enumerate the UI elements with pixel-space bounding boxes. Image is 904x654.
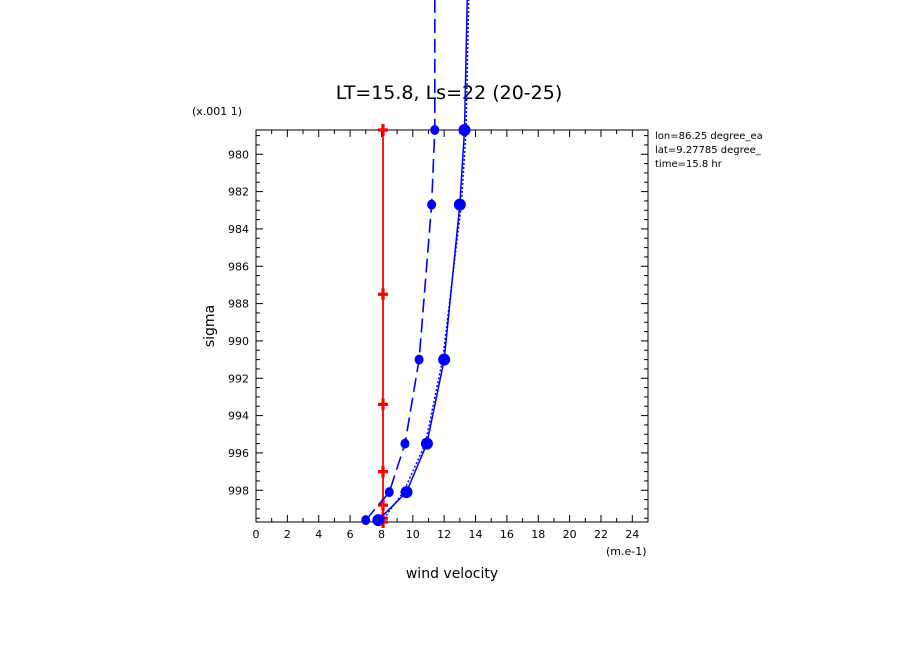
x-tick-label: 16: [500, 528, 514, 541]
y-axis-label: sigma: [202, 305, 218, 347]
x-tick-label: 18: [531, 528, 545, 541]
x-tick-label: 10: [406, 528, 420, 541]
x-tick-label: 0: [253, 528, 260, 541]
annotation-lon: lon=86.25 degree_ea: [655, 131, 763, 142]
x-tick-label: 4: [315, 528, 322, 541]
x-tick-label: 24: [625, 528, 639, 541]
annotation-lat: lat=9.27785 degree_: [655, 145, 762, 156]
y-tick-label: 980: [228, 148, 249, 161]
annotation-time: time=15.8 hr: [655, 159, 723, 170]
y-tick-label: 986: [228, 260, 249, 273]
x-tick-label: 6: [347, 528, 354, 541]
y-axis: 980 982 984 986 988 990 992 994 996 998: [228, 135, 648, 519]
data-point-marker: [427, 199, 437, 210]
data-point-marker: [372, 514, 385, 527]
x-axis-units: (m.e-1): [606, 545, 647, 558]
data-point-marker: [414, 354, 424, 365]
y-tick-label: 984: [228, 223, 249, 236]
data-point-marker: [378, 288, 389, 301]
y-tick-label: 988: [228, 298, 249, 311]
x-tick-label: 8: [378, 528, 385, 541]
data-point-marker: [400, 438, 410, 449]
series-line-dotted-blue: [380, 0, 470, 522]
y-tick-label: 996: [228, 447, 249, 460]
x-tick-label: 22: [594, 528, 608, 541]
data-point-marker: [400, 486, 413, 499]
y-tick-label: 998: [228, 484, 249, 497]
series-layer: [361, 0, 471, 528]
x-tick-label: 20: [563, 528, 577, 541]
data-point-marker: [378, 124, 389, 136]
chart-title: LT=15.8, Ls=22 (20-25): [336, 82, 563, 104]
y-tick-label: 992: [228, 372, 249, 385]
x-tick-label: 14: [469, 528, 483, 541]
y-tick-label: 990: [228, 335, 249, 348]
data-point-marker: [378, 398, 389, 411]
y-tick-label: 994: [228, 410, 249, 423]
x-tick-label: 2: [284, 528, 291, 541]
data-point-marker: [378, 465, 389, 478]
y-scale-note: (x.001 1): [192, 105, 242, 118]
data-point-marker: [430, 125, 440, 135]
x-tick-label: 12: [437, 528, 451, 541]
x-axis: 0 2 4 6 8 10 12 14 16 18 20 22 24: [253, 130, 649, 541]
data-point-marker: [384, 487, 394, 498]
plot-frame: [255, 129, 649, 523]
data-point-marker: [378, 499, 389, 512]
data-point-marker: [420, 437, 433, 450]
y-tick-label: 982: [228, 186, 249, 199]
data-point-marker: [453, 198, 466, 211]
data-point-marker: [438, 353, 451, 366]
x-axis-label: wind velocity: [406, 566, 498, 582]
data-point-marker: [361, 515, 371, 526]
data-point-marker: [458, 124, 471, 136]
